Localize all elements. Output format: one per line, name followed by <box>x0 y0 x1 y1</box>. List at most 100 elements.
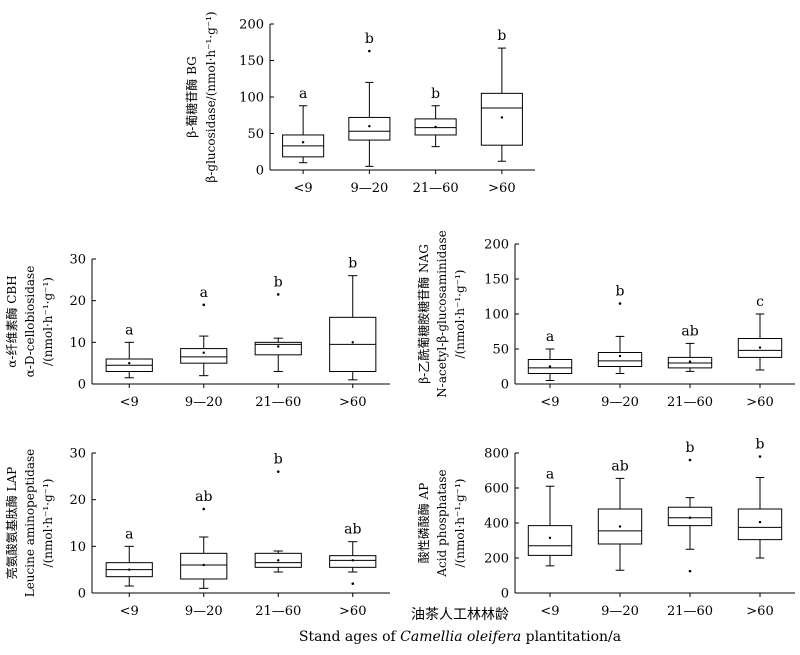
y-axis-label-line: β-葡糖苷酶 BG <box>184 56 199 137</box>
box-plot: a <box>105 322 153 379</box>
x-tick-label: >60 <box>339 395 366 410</box>
significance-letter: a <box>125 322 133 338</box>
y-tick-label: 50 <box>492 343 509 358</box>
x-tick-label: >60 <box>339 604 366 619</box>
y-tick-label: 0 <box>78 587 86 602</box>
iqr-box <box>597 352 643 367</box>
outlier-point <box>368 49 371 53</box>
x-tick-label: 9—20 <box>601 604 639 619</box>
y-axis-label-line: 酸性磷酸酶 AP <box>416 483 431 564</box>
x-tick-label: >60 <box>746 604 773 619</box>
mean-point <box>758 346 762 349</box>
outlier-point <box>276 470 280 473</box>
y-tick-label: 10 <box>69 336 86 351</box>
x-tick-label: 21—60 <box>667 395 713 410</box>
y-tick-label: 100 <box>239 91 264 106</box>
mean-point <box>277 559 280 562</box>
significance-letter: b <box>686 440 695 456</box>
panel-5: 0 200 400 600 800 <9 9—20 21—60 >60 a ab b b 酸性磷酸酶 AP… <box>416 437 795 619</box>
significance-letter: b <box>274 452 283 468</box>
mean-point <box>688 516 692 519</box>
iqr-box <box>480 92 523 146</box>
mean-point <box>434 125 437 129</box>
y-tick-label: 200 <box>484 552 509 567</box>
y-tick-label: 200 <box>239 18 264 33</box>
y-tick-label: 600 <box>484 482 509 497</box>
mean-point <box>351 559 354 562</box>
significance-letter: b <box>274 274 283 290</box>
significance-letter: ab <box>344 522 361 538</box>
significance-letter: ab <box>681 323 698 339</box>
mean-point <box>128 361 131 365</box>
y-tick-label: 0 <box>256 164 264 179</box>
box-plot: b <box>597 284 643 374</box>
x-tick-label: 9—20 <box>185 604 223 619</box>
box-plot: a <box>527 329 573 381</box>
y-axis-label-line: Leucine aminopeptidase <box>23 449 37 598</box>
x-tick-label: 21—60 <box>667 604 713 619</box>
y-tick-label: 0 <box>501 587 509 602</box>
x-tick-label: <9 <box>540 395 559 410</box>
box-plot: b <box>414 86 457 148</box>
x-tick-label: 21—60 <box>413 181 459 196</box>
significance-letter: b <box>616 284 625 300</box>
x-axis-title-en: Stand ages of Camellia oleifera plantita… <box>299 629 621 645</box>
iqr-box <box>180 348 228 364</box>
y-tick-label: 0 <box>501 378 509 393</box>
y-axis-label-line: /(nmol·h⁻¹·g⁻¹) <box>453 479 467 568</box>
y-axis-label-line: /(nmol·h⁻¹·g⁻¹) <box>41 479 55 568</box>
y-axis-label-line: N-acetyl-β-glucosaminidase <box>435 230 449 397</box>
iqr-box <box>737 508 783 541</box>
x-tick-label: 21—60 <box>255 395 301 410</box>
x-tick-label: 9—20 <box>601 395 639 410</box>
x-axis-title-zh: 油茶人工林林龄 <box>411 607 509 623</box>
x-tick-label: >60 <box>488 181 515 196</box>
y-tick-label: 100 <box>484 308 509 323</box>
mean-point <box>202 351 205 354</box>
box-plot: b <box>329 256 377 381</box>
iqr-box <box>667 506 713 527</box>
significance-letter: b <box>365 31 374 47</box>
box-plot: ab <box>329 522 377 585</box>
box-plot: b <box>667 440 713 573</box>
y-tick-label: 400 <box>484 517 509 532</box>
box-plot: ab <box>597 458 643 571</box>
significance-letter: ab <box>195 489 212 505</box>
x-tick-label: <9 <box>120 395 139 410</box>
mean-point <box>758 520 762 524</box>
y-tick-label: 150 <box>239 54 264 69</box>
box-plot: b <box>480 28 523 162</box>
outlier-point <box>758 455 762 458</box>
mean-point <box>618 354 622 358</box>
y-tick-label: 0 <box>78 378 86 393</box>
y-tick-label: 150 <box>484 273 509 288</box>
y-axis-label-line: /(nmol·h⁻¹·g⁻¹) <box>41 277 55 366</box>
significance-letter: ab <box>611 458 628 474</box>
box-plot: a <box>282 86 325 164</box>
significance-letter: a <box>125 526 133 542</box>
outlier-point <box>202 507 206 511</box>
y-tick-label: 800 <box>484 447 509 462</box>
panel-2: 0 10 20 30 <9 9—20 21—60 >60 a a b b α-纤维素酶 CBH α-D-c… <box>4 253 390 410</box>
outlier-point <box>276 293 280 296</box>
box-plot: c <box>737 294 783 371</box>
box-plot: b <box>254 274 302 372</box>
mean-point <box>688 360 692 363</box>
x-tick-label: 9—20 <box>185 395 223 410</box>
outlier-point <box>202 303 206 307</box>
box-plot: ab <box>180 489 228 589</box>
y-axis-label-line: /(nmol·h⁻¹·g⁻¹) <box>453 270 467 359</box>
box-plot: b <box>737 437 783 559</box>
outlier-point <box>688 569 692 573</box>
panel-1: 0 50 100 150 200 <9 9—20 21—60 >60 a b b b β-葡糖苷酶 BG β… <box>184 11 535 196</box>
mean-point <box>548 536 552 540</box>
mean-point <box>368 125 371 128</box>
y-tick-label: 30 <box>69 447 86 462</box>
y-tick-label: 50 <box>247 127 264 142</box>
y-axis-label-line: 亮氨酸氨基肽酶 LAP <box>4 467 19 580</box>
mean-point <box>618 525 622 528</box>
outlier-point <box>688 458 692 462</box>
x-tick-label: 9—20 <box>350 181 388 196</box>
